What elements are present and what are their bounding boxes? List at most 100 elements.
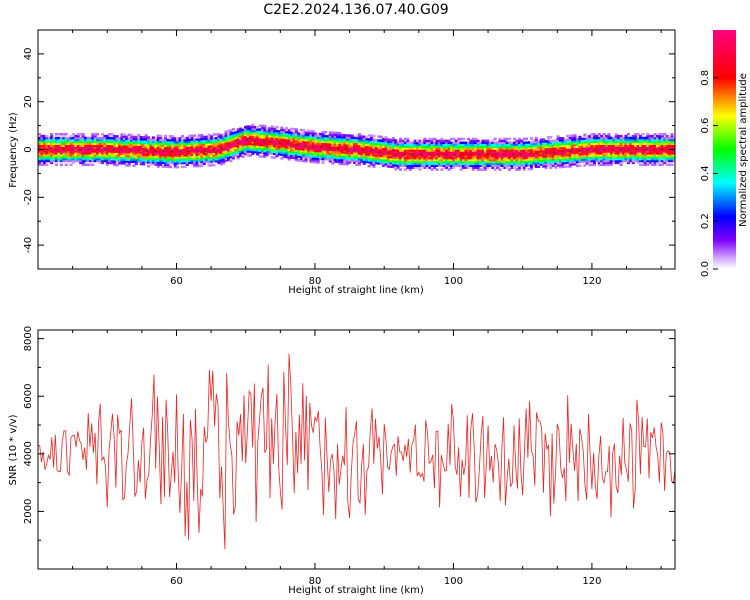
spectrogram-cell (333, 145, 337, 148)
spectrogram-cell (297, 132, 301, 135)
spectrogram-cell (197, 145, 201, 149)
spectrogram-cell (481, 151, 485, 154)
spectrogram-cell (566, 153, 570, 157)
spectrogram-cell (353, 146, 357, 149)
spectrogram-cell (74, 140, 78, 144)
spectrogram-cell (433, 141, 437, 145)
spectrogram-cell (588, 137, 592, 140)
spectrogram-cell (539, 161, 543, 164)
spectrogram-cell (71, 153, 75, 157)
spectrogram-cell (227, 156, 231, 160)
spectrogram-cell (588, 156, 592, 159)
spectrogram-cell (384, 164, 388, 168)
spectrogram-cell (641, 144, 645, 147)
spectrogram-cell (496, 149, 500, 152)
spectrogram-cell (379, 147, 383, 150)
spectrogram-cell (219, 134, 223, 137)
spectrogram-cell (147, 145, 151, 149)
spectrogram-cell (96, 136, 100, 140)
spectrogram-cell (147, 149, 151, 153)
spectrogram-cell (619, 136, 623, 140)
spectrogram-cell (614, 142, 618, 146)
spectrogram-cell (660, 140, 664, 144)
spectrogram-cell (248, 146, 252, 150)
spectrogram-cell (151, 161, 155, 164)
spectrogram-cell (588, 159, 592, 163)
spectrogram-cell (103, 144, 107, 147)
spectrogram-cell (464, 154, 468, 158)
spectrogram-cell (646, 157, 650, 161)
spectrogram-cell (476, 154, 480, 158)
spectrogram-cell (205, 156, 209, 160)
spectrogram-cell (69, 142, 73, 146)
spectrogram-cell (600, 136, 604, 140)
spectrogram-cell (353, 140, 357, 143)
spectrogram-center-mark (170, 151, 173, 153)
spectrogram-cell (624, 134, 628, 138)
spectrogram-cell (93, 146, 97, 149)
spectrogram-cell (285, 127, 289, 130)
spectrogram-cell (137, 133, 141, 137)
spectrogram-cell (217, 132, 221, 136)
spectrogram-cell (498, 143, 502, 146)
spectrogram-cell (311, 158, 315, 162)
spectrogram-cell (282, 144, 286, 147)
spectrogram-cell (348, 159, 352, 162)
spectrogram-cell (505, 154, 509, 158)
spectrogram-cell (416, 162, 420, 166)
spectrogram-cell (328, 131, 332, 134)
spectrogram-cell (74, 155, 78, 159)
spectrogram-cell (210, 156, 214, 159)
spectrogram-cell (231, 143, 235, 146)
spectrogram-cell (399, 139, 403, 143)
spectrogram-cell (282, 130, 286, 134)
spectrogram-cell (125, 156, 129, 160)
spectrogram-cell (263, 126, 267, 130)
spectrogram-cell (197, 151, 201, 154)
spectrogram-cell (144, 151, 148, 154)
spectrogram-center-mark (661, 149, 664, 150)
spectrogram-cell (559, 148, 563, 152)
spectrogram-cell (580, 160, 584, 163)
spectrogram-cell (471, 149, 475, 152)
spectrogram-cell (290, 141, 294, 144)
spectrogram-cell (488, 154, 492, 158)
spectrogram-cell (350, 140, 354, 143)
spectrogram-cell (537, 161, 541, 165)
spectrogram-cell (287, 146, 291, 150)
spectrogram-cell (164, 138, 168, 142)
spectrogram-cell (258, 155, 262, 158)
spectrogram-cell (234, 142, 238, 146)
spectrogram-cell (515, 160, 519, 164)
spectrogram-cell (406, 154, 410, 158)
spectrogram-cell (212, 133, 216, 136)
spectrogram-cell (251, 146, 255, 150)
spectrogram-cell (646, 155, 650, 159)
spectrogram-cell (350, 142, 354, 145)
spectrogram-cell (139, 151, 143, 154)
spectrogram-cell (505, 158, 509, 162)
spectrogram-cell (394, 144, 398, 148)
spectrogram-cell (236, 136, 240, 139)
spectrogram-cell (491, 149, 495, 152)
spectrogram-peak (407, 152, 416, 156)
spectrogram-cell (147, 157, 151, 160)
spectrogram-center-mark (569, 150, 572, 152)
spectrogram-cell (304, 140, 308, 144)
spectrogram-cell (122, 162, 126, 165)
spectrogram-cell (176, 141, 180, 144)
spectrogram-cell (147, 151, 151, 155)
spectrogram-cell (476, 145, 480, 148)
spectrogram-cell (67, 148, 71, 151)
y-tick-label: -40 (23, 237, 34, 253)
spectrogram-cell (379, 139, 383, 142)
spectrogram-cell (161, 159, 165, 163)
spectrogram-cell (93, 157, 97, 161)
spectrogram-cell (563, 165, 567, 168)
spectrogram-cell (629, 159, 633, 163)
spectrogram-cell (585, 139, 589, 142)
spectrogram-cell (40, 140, 44, 144)
spectrogram-cell (629, 140, 633, 144)
spectrogram-cell (84, 152, 88, 155)
spectrogram-cell (617, 144, 621, 147)
